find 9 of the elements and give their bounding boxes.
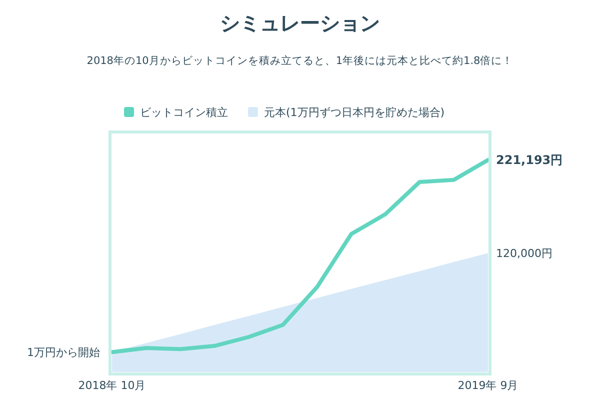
legend-label: 元本(1万円ずつ日本円を貯めた場合)	[264, 106, 445, 119]
legend-label: ビットコイン積立	[140, 106, 228, 119]
x-tick-label: 2019年 9月	[458, 379, 518, 392]
annotation: 1万円から開始	[27, 346, 100, 360]
x-tick-label: 2018年 10月	[78, 379, 146, 392]
chart-subtitle: 2018年の10月からビットコインを積み立てると、1年後には元本と比べて約1.8倍に！	[86, 54, 514, 67]
annotation: 221,193円	[496, 153, 563, 167]
annotation: 120,000円	[496, 247, 552, 260]
chart-title: シミュレーション	[220, 11, 380, 35]
